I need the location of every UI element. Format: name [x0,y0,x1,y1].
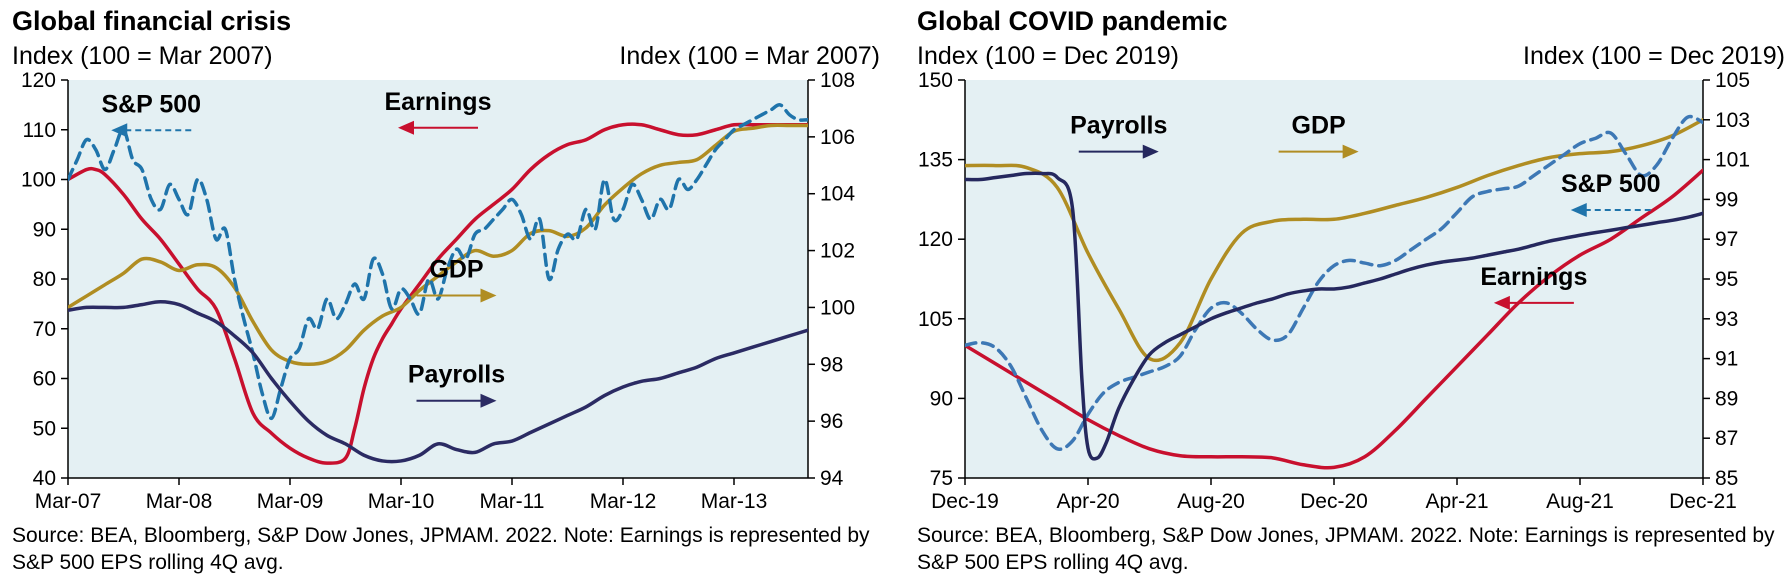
left-tick-label: 90 [930,387,953,410]
right-tick-label: 97 [1715,228,1738,251]
line-chart: 75 90 105 120 135 150 85 87 89 91 93 95 97 99 101 103 10… [918,69,1750,513]
right-tick-label: 94 [820,467,844,490]
right-tick-label: 85 [1715,467,1738,490]
right-tick-label: 99 [1715,188,1738,211]
right-axis-unit: Index (100 = Dec 2019) [1523,42,1785,70]
series-label-earnings: Earnings [1480,263,1587,291]
left-tick-label: 120 [21,69,56,92]
x-tick-label: Mar-13 [701,490,768,513]
right-tick-label: 98 [820,353,843,376]
series-line-sp-500 [68,103,808,421]
chart-title: Global COVID pandemic [917,6,1228,36]
right-axis-unit: Index (100 = Mar 2007) [619,42,880,70]
right-tick-label: 95 [1715,268,1738,291]
right-tick-label: 104 [820,183,855,206]
arrow-head-sp-500 [1570,203,1587,218]
x-tick-label: Mar-08 [146,490,213,513]
right-tick-label: 89 [1715,387,1738,410]
series-line-payrolls [68,299,808,464]
arrow-head-sp-500 [111,123,128,138]
left-tick-label: 75 [930,467,953,490]
left-tick-label: 90 [33,218,56,241]
left-tick-label: 150 [918,69,953,92]
series-label-gdp: GDP [1292,112,1346,140]
right-tick-label: 101 [1715,149,1750,172]
x-tick-label: Mar-10 [368,490,435,513]
chart-panel-financial-crisis: Global financial crisis Index (100 = Mar… [0,0,880,588]
series-line-earnings [965,168,1703,470]
series-label-gdp: GDP [429,256,483,284]
right-tick-label: 106 [820,126,855,149]
x-tick-label: Apr-20 [1056,490,1119,513]
series-label-payrolls: Payrolls [408,361,505,389]
line-chart: 40 50 60 70 80 90 100 110 120 94 96 98 100 102 104 106 1… [21,69,855,513]
chart-panel-covid-pandemic: Global COVID pandemic Index (100 = Dec 2… [905,0,1785,588]
left-tick-label: 135 [918,149,953,172]
x-tick-label: Aug-20 [1177,490,1245,513]
x-tick-label: Mar-09 [257,490,324,513]
series-line-gdp [965,118,1703,363]
x-tick-label: Dec-20 [1300,490,1368,513]
series-label-sp-500: S&P 500 [1561,170,1661,198]
left-tick-label: 40 [33,467,56,490]
left-tick-label: 60 [33,368,56,391]
x-tick-label: Dec-19 [931,490,999,513]
series-label-earnings: Earnings [385,88,492,116]
left-tick-label: 70 [33,318,56,341]
left-axis-unit: Index (100 = Dec 2019) [917,42,1179,70]
right-tick-label: 105 [1715,69,1750,92]
x-tick-label: Mar-11 [480,490,545,513]
arrow-head-payrolls [480,393,497,408]
left-tick-label: 80 [33,268,56,291]
right-tick-label: 91 [1715,348,1738,371]
right-tick-label: 87 [1715,427,1738,450]
arrow-head-gdp [1342,144,1359,159]
right-tick-label: 102 [820,240,855,263]
source-note: Source: BEA, Bloomberg, S&P Dow Jones, J… [12,524,870,574]
x-tick-label: Aug-21 [1546,490,1614,513]
left-tick-label: 105 [918,308,953,331]
arrow-head-gdp [480,288,497,303]
x-tick-label: Apr-21 [1425,490,1488,513]
x-tick-label: Dec-21 [1669,490,1737,513]
left-tick-label: 120 [918,228,953,251]
right-tick-label: 100 [820,296,855,319]
arrow-head-payrolls [1142,144,1159,159]
series-line-payrolls [965,171,1703,461]
right-tick-label: 93 [1715,308,1738,331]
left-axis-unit: Index (100 = Mar 2007) [12,42,273,70]
source-note: Source: BEA, Bloomberg, S&P Dow Jones, J… [917,524,1775,574]
left-tick-label: 100 [21,169,56,192]
chart-title: Global financial crisis [12,6,292,36]
right-tick-label: 103 [1715,109,1750,132]
left-tick-label: 110 [23,119,56,142]
series-label-sp-500: S&P 500 [101,90,201,118]
arrow-head-earnings [1493,295,1510,310]
x-tick-label: Mar-07 [35,490,102,513]
arrow-head-earnings [398,120,414,135]
left-tick-label: 50 [33,417,56,440]
series-label-payrolls: Payrolls [1070,112,1167,140]
x-tick-label: Mar-12 [590,490,657,513]
right-tick-label: 108 [820,69,855,92]
series-line-gdp [68,123,808,367]
right-tick-label: 96 [820,410,843,433]
series-line-sp-500 [965,114,1703,451]
